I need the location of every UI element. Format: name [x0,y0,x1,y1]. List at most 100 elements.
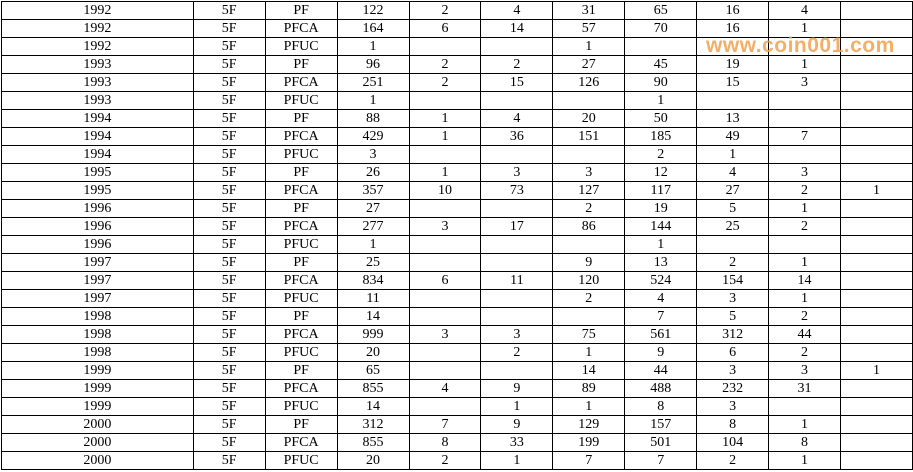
table-cell[interactable]: 1997 [1,271,194,290]
table-cell[interactable]: 185 [624,127,698,146]
table-cell[interactable]: 5F [192,397,266,416]
table-cell[interactable]: 524 [624,271,698,290]
table-cell[interactable]: 199 [552,433,626,452]
table-cell[interactable]: 117 [624,181,698,200]
table-cell[interactable]: 1 [840,181,913,200]
table-cell[interactable]: PFUC [264,37,338,56]
table-cell[interactable] [408,235,482,254]
table-cell[interactable]: 5F [192,199,266,218]
table-cell[interactable]: 1992 [1,1,194,20]
table-cell[interactable]: 357 [336,181,410,200]
table-cell[interactable]: PFCA [264,217,338,236]
table-cell[interactable] [840,199,913,218]
table-cell[interactable]: 501 [624,433,698,452]
table-cell[interactable]: 9 [552,253,626,272]
table-cell[interactable]: 86 [552,217,626,236]
table-cell[interactable] [768,397,841,416]
table-cell[interactable] [408,253,482,272]
table-cell[interactable]: 151 [552,127,626,146]
table-cell[interactable]: 25 [336,253,410,272]
table-cell[interactable]: 120 [552,271,626,290]
table-cell[interactable]: 127 [552,181,626,200]
table-cell[interactable]: 25 [696,217,770,236]
table-cell[interactable]: PF [264,307,338,326]
table-cell[interactable] [840,1,913,20]
table-cell[interactable]: 26 [336,163,410,182]
table-cell[interactable]: 5F [192,127,266,146]
table-cell[interactable]: 7 [624,307,698,326]
table-cell[interactable]: PFUC [264,289,338,308]
table-cell[interactable]: 251 [336,73,410,92]
table-cell[interactable]: 5F [192,415,266,434]
table-cell[interactable] [480,307,554,326]
table-cell[interactable] [408,91,482,110]
table-cell[interactable]: 561 [624,325,698,344]
table-cell[interactable]: 49 [696,127,770,146]
table-cell[interactable] [840,379,913,398]
table-cell[interactable]: 429 [336,127,410,146]
table-cell[interactable]: 1994 [1,109,194,128]
table-cell[interactable]: 126 [552,73,626,92]
table-cell[interactable]: 3 [408,217,482,236]
table-cell[interactable]: PFCA [264,181,338,200]
table-cell[interactable]: PFCA [264,19,338,38]
table-cell[interactable] [408,343,482,362]
table-cell[interactable]: 5F [192,451,266,470]
table-cell[interactable]: 488 [624,379,698,398]
table-cell[interactable]: 3 [480,325,554,344]
table-cell[interactable] [840,145,913,164]
table-cell[interactable]: 312 [696,325,770,344]
table-cell[interactable]: PFCA [264,325,338,344]
table-cell[interactable]: 5F [192,325,266,344]
table-cell[interactable] [408,199,482,218]
table-cell[interactable]: 2 [480,343,554,362]
table-cell[interactable]: 50 [624,109,698,128]
table-cell[interactable]: 27 [552,55,626,74]
table-cell[interactable]: 9 [480,415,554,434]
table-cell[interactable]: 2 [768,181,841,200]
table-cell[interactable] [624,37,698,56]
table-cell[interactable]: 1 [768,289,841,308]
table-cell[interactable] [552,235,626,254]
table-cell[interactable]: 5F [192,73,266,92]
table-cell[interactable]: 19 [696,55,770,74]
table-cell[interactable]: 1 [696,145,770,164]
table-cell[interactable]: 1 [624,91,698,110]
table-cell[interactable] [480,37,554,56]
table-cell[interactable]: 6 [408,271,482,290]
table-cell[interactable]: 5F [192,91,266,110]
table-cell[interactable]: 1994 [1,145,194,164]
table-cell[interactable]: 8 [408,433,482,452]
table-cell[interactable] [480,91,554,110]
table-cell[interactable] [696,235,770,254]
table-cell[interactable]: 129 [552,415,626,434]
table-cell[interactable] [840,397,913,416]
table-cell[interactable]: 31 [768,379,841,398]
table-cell[interactable]: 1 [336,235,410,254]
table-cell[interactable]: 33 [480,433,554,452]
table-cell[interactable]: 7 [552,451,626,470]
table-cell[interactable] [552,91,626,110]
table-cell[interactable]: 96 [336,55,410,74]
table-cell[interactable]: 11 [336,289,410,308]
table-cell[interactable]: 2 [480,55,554,74]
table-cell[interactable]: 3 [696,361,770,380]
table-cell[interactable]: PFCA [264,433,338,452]
table-cell[interactable]: 2 [624,145,698,164]
table-cell[interactable]: PFUC [264,451,338,470]
table-cell[interactable]: 1 [840,361,913,380]
table-cell[interactable]: 855 [336,433,410,452]
table-cell[interactable]: PFCA [264,379,338,398]
table-cell[interactable]: 1 [408,109,482,128]
table-cell[interactable]: 36 [480,127,554,146]
table-cell[interactable]: 157 [624,415,698,434]
table-cell[interactable]: 2 [768,343,841,362]
table-cell[interactable] [480,361,554,380]
table-cell[interactable]: 154 [696,271,770,290]
table-cell[interactable]: PFCA [264,271,338,290]
table-cell[interactable] [768,145,841,164]
table-cell[interactable]: PF [264,361,338,380]
table-cell[interactable]: 834 [336,271,410,290]
table-cell[interactable]: 5F [192,289,266,308]
table-cell[interactable] [840,109,913,128]
